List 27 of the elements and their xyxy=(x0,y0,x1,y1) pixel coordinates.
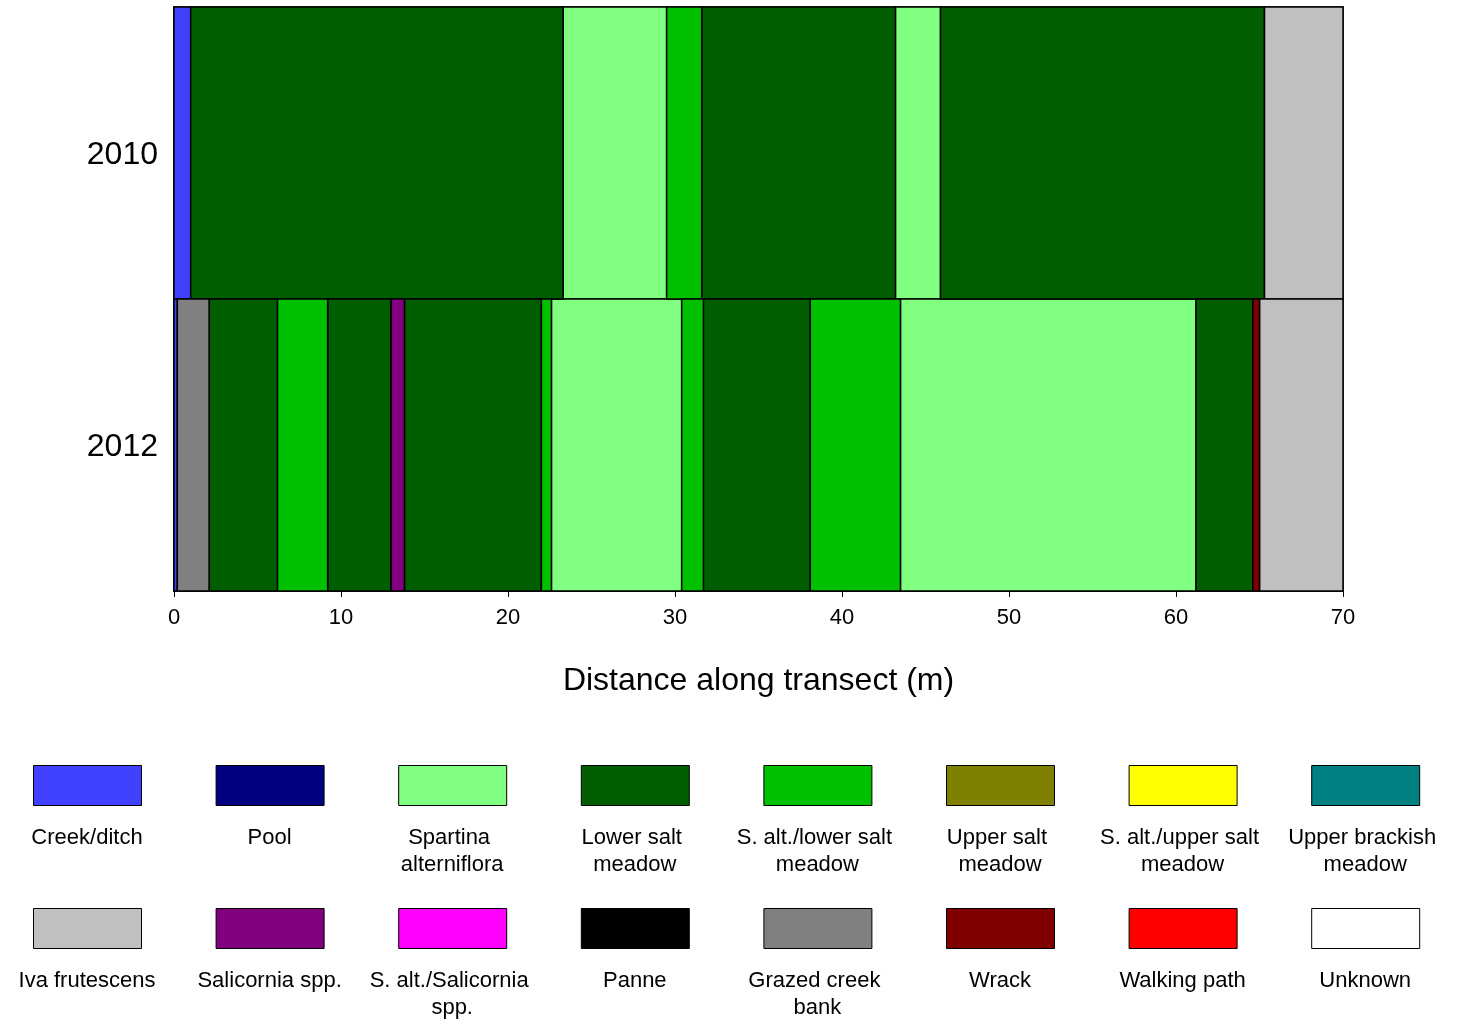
legend-label: S. alt./upper salt meadow xyxy=(1100,824,1266,876)
x-tick-label: 70 xyxy=(1330,603,1356,629)
x-tick-label: 60 xyxy=(1163,603,1189,629)
legend-label: Panne xyxy=(602,967,667,992)
legend-label: Walking path xyxy=(1119,967,1246,992)
legend-label: Upper brackish meadow xyxy=(1288,824,1443,876)
x-tick-label: 0 xyxy=(167,603,181,629)
y-tick-label: 2010 xyxy=(86,135,158,171)
legend-label: S. alt./lower salt meadow xyxy=(736,824,899,876)
x-tick-label: 40 xyxy=(829,603,855,629)
x-axis-title: Distance along transect (m) xyxy=(562,661,955,697)
x-tick-label: 20 xyxy=(495,603,521,629)
x-tick-label: 30 xyxy=(662,603,688,629)
x-tick-label: 50 xyxy=(996,603,1022,629)
legend-label: Spartina alterniflora xyxy=(400,824,505,876)
legend-label: Upper salt meadow xyxy=(946,824,1054,876)
legend-label: Unknown xyxy=(1319,967,1412,992)
legend-label: Creek/ditch xyxy=(31,824,143,849)
legend-label: Lower salt meadow xyxy=(581,824,688,876)
legend-label: Pool xyxy=(247,824,292,849)
x-tick-label: 10 xyxy=(328,603,354,629)
y-tick-label: 2012 xyxy=(86,427,158,463)
legend-label: Grazed creek bank xyxy=(748,967,887,1019)
legend-label: Wrack xyxy=(969,967,1032,992)
legend-label: Iva frutescens xyxy=(18,967,156,992)
legend-label: Salicornia spp. xyxy=(197,967,342,992)
legend-label: S. alt./Salicornia spp. xyxy=(369,967,535,1019)
